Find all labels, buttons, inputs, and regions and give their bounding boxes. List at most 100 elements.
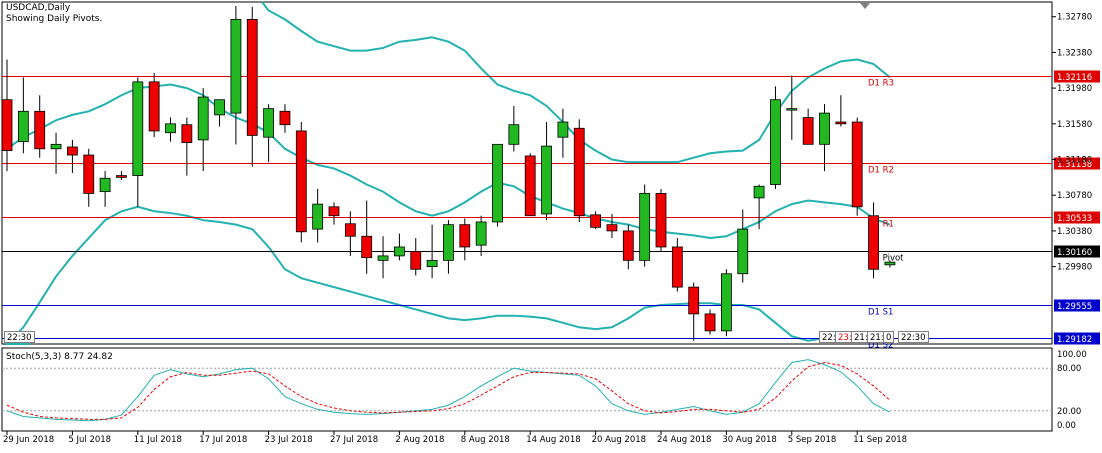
candle-body [426,259,438,268]
candle-body [344,223,356,237]
time-box: 21: [851,331,871,343]
candle-body [34,110,46,150]
pivot-price-tag [1054,245,1100,258]
pivot-label: D1 S1 [868,308,893,318]
price-tick-label: 1.29980 [1057,263,1092,273]
time-tick-label: 23 Jul 2018 [265,435,313,445]
candle-body [328,206,340,217]
candle-body [704,313,716,332]
candle-body [475,221,487,246]
candle-body [606,224,618,232]
main-frame [1,1,1053,345]
shift-marker-icon[interactable] [860,3,870,9]
candle-body [132,81,144,176]
time-tick-label: 14 Aug 2018 [526,435,580,445]
price-tick-label: 1.31980 [1057,84,1092,94]
time-box: 23: [835,331,855,343]
pivot-price-tag [1054,70,1100,83]
candle-body [492,143,503,223]
time-tick-label: 20 Aug 2018 [592,435,646,445]
candle-body [541,145,552,215]
stoch-tick-label: 20.00 [1057,407,1081,417]
time-tick-label: 8 Aug 2018 [461,435,510,445]
candle-body [67,146,78,156]
stoch-tick-label: 80.00 [1057,364,1081,374]
stoch-tick-label: 0.00 [1057,421,1076,431]
candle-body [197,96,209,141]
stochastic-panel: 100.00 80.00 20.00 0.00 [1,347,1087,432]
stoch-main-line [6,359,891,422]
bollinger-lower [4,205,890,345]
candle-body [279,110,291,126]
pivot-label: D1 Pivot [868,254,904,264]
candle-body [557,121,569,138]
candle-body [508,124,520,145]
time-tick-label: 24 Aug 2018 [657,435,711,445]
pivot-price-label: 1.30533 [1057,214,1092,224]
pivot-price-label: 1.30160 [1057,248,1092,258]
candle-body [443,224,454,261]
price-axis: 1.32780 1.32380 1.31980 1.31580 1.31180 1.307… [1052,13,1092,273]
candle-body [786,108,798,111]
candle-body [655,193,667,248]
candle-body [312,203,324,230]
candle-body [1,99,13,151]
symbol-title: USDCAD,Daily [6,3,71,13]
time-tick-label: 11 Jul 2018 [134,435,182,445]
time-tick-label: 11 Sep 2018 [853,435,907,445]
pivot-label: D1 S2 [868,341,893,351]
candle-body [410,251,422,270]
candle-body [622,230,634,261]
candle-body [884,261,896,266]
main-plot-frame [1,1,1053,345]
time-box: 22:30 [4,331,35,343]
candle-body [377,255,389,261]
pivot-price-tag [1054,299,1100,312]
candle-body [230,18,242,114]
candle-body [639,193,651,261]
price-tick-label: 1.31580 [1057,120,1092,130]
candle-body [671,246,683,288]
candle-body [721,273,732,332]
time-tick-label: 30 Aug 2018 [722,435,776,445]
stoch-tick-label: 100.00 [1057,350,1087,360]
candle-body [819,112,830,145]
stoch-plot-frame [1,347,1053,432]
time-box: 22:30 [898,331,929,343]
time-tick-label: 29 Jun 2018 [3,435,54,445]
candle-body [246,18,258,136]
candle-body [737,228,749,275]
candle-body [868,215,879,270]
candle-body [851,121,863,208]
bollinger-upper [261,1,891,164]
price-tick-label: 1.30780 [1057,191,1092,201]
pivot-label: D1 R1 [868,220,894,230]
candle-body [263,108,275,138]
candle-body [590,214,601,228]
pivot-price-tag [1054,211,1100,224]
candle-body [99,177,111,193]
candle-body [116,175,127,178]
pivot-price-label: 1.31138 [1057,160,1092,170]
candle-body [214,99,225,116]
candle-body [802,117,814,145]
price-tick-label: 1.30380 [1057,227,1092,237]
pivot-price-label: 1.29555 [1057,302,1092,312]
candle-body [165,123,176,134]
candle-body [459,224,471,248]
chart-subtitle: Showing Daily Pivots. [6,14,103,24]
pivot-price-tag [1054,157,1100,170]
time-tick-label: 5 Sep 2018 [788,435,836,445]
time-tick-label: 17 Jul 2018 [199,435,247,445]
pivot-price-label: 1.29182 [1057,335,1092,345]
pivot-label: D1 R2 [868,166,894,176]
time-tick-label: 5 Jul 2018 [68,435,111,445]
pivot-label: D1 R3 [868,79,894,89]
candle-body [50,143,62,150]
price-tick-label: 1.31180 [1057,156,1092,166]
time-axis: 29 Jun 2018 5 Jul 2018 11 Jul 2018 17 Jul 2… [3,431,907,445]
time-tick-label: 27 Jul 2018 [330,435,378,445]
candle-body [688,286,700,315]
pivot-price-tag [1054,332,1100,345]
